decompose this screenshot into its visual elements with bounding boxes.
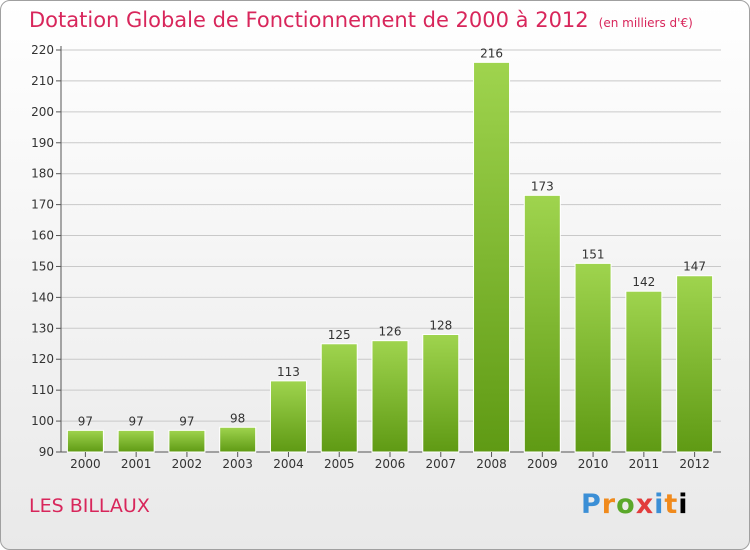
y-tick-label: 150 bbox=[31, 259, 54, 273]
logo-letter: i bbox=[654, 489, 665, 520]
logo-letter: i bbox=[678, 489, 689, 520]
x-tick-label: 2008 bbox=[476, 457, 507, 471]
chart-title: Dotation Globale de Fonctionnement de 20… bbox=[29, 8, 693, 32]
y-tick-label: 200 bbox=[31, 105, 54, 119]
x-tick-label: 2007 bbox=[425, 457, 456, 471]
y-tick-label: 140 bbox=[31, 290, 54, 304]
data-label: 147 bbox=[683, 260, 706, 274]
x-tick-label: 2006 bbox=[375, 457, 406, 471]
x-tick-label: 2010 bbox=[578, 457, 609, 471]
y-tick-label: 180 bbox=[31, 167, 54, 181]
data-label: 98 bbox=[230, 411, 245, 425]
bar bbox=[320, 343, 358, 453]
y-tick-label: 110 bbox=[31, 383, 54, 397]
logo-letter: x bbox=[635, 489, 655, 520]
bar bbox=[574, 262, 612, 453]
x-tick-label: 2001 bbox=[121, 457, 152, 471]
x-tick-label: 2011 bbox=[629, 457, 660, 471]
x-tick-label: 2005 bbox=[324, 457, 355, 471]
data-label: 142 bbox=[632, 275, 655, 289]
logo-letter: P bbox=[581, 489, 602, 520]
data-label: 126 bbox=[379, 325, 402, 339]
y-tick-label: 170 bbox=[31, 198, 54, 212]
logo-letter: t bbox=[664, 489, 679, 520]
bar bbox=[422, 333, 460, 453]
y-tick-label: 90 bbox=[39, 445, 54, 459]
x-tick-label: 2009 bbox=[527, 457, 558, 471]
data-label: 97 bbox=[179, 414, 194, 428]
commune-name: LES BILLAUX bbox=[29, 495, 150, 517]
bar bbox=[168, 429, 206, 453]
data-label: 97 bbox=[78, 414, 93, 428]
y-tick-label: 210 bbox=[31, 74, 54, 88]
data-label: 216 bbox=[480, 46, 503, 60]
bar bbox=[219, 426, 257, 453]
data-label: 97 bbox=[129, 414, 144, 428]
bar bbox=[473, 61, 511, 453]
data-label: 128 bbox=[429, 318, 452, 332]
data-label: 173 bbox=[531, 179, 554, 193]
chart-title-text: Dotation Globale de Fonctionnement de 20… bbox=[29, 8, 589, 32]
x-tick-label: 2012 bbox=[679, 457, 710, 471]
x-tick-label: 2004 bbox=[273, 457, 304, 471]
x-tick-label: 2000 bbox=[70, 457, 101, 471]
y-tick-label: 120 bbox=[31, 352, 54, 366]
bar bbox=[676, 275, 714, 453]
data-label: 113 bbox=[277, 365, 300, 379]
logo-letter: o bbox=[616, 489, 636, 520]
proxiti-logo: Proxiti bbox=[581, 489, 689, 520]
y-tick-label: 160 bbox=[31, 229, 54, 243]
y-tick-label: 190 bbox=[31, 136, 54, 150]
data-label: 125 bbox=[328, 328, 351, 342]
data-label: 151 bbox=[582, 247, 605, 261]
bar bbox=[66, 429, 104, 453]
bar bbox=[117, 429, 155, 453]
bar bbox=[523, 194, 561, 453]
y-tick-label: 130 bbox=[31, 321, 54, 335]
logo-letter: r bbox=[601, 489, 617, 520]
bar bbox=[269, 380, 307, 453]
y-tick-label: 100 bbox=[31, 414, 54, 428]
y-tick-label: 220 bbox=[31, 43, 54, 57]
bar bbox=[371, 340, 409, 453]
x-tick-label: 2002 bbox=[172, 457, 203, 471]
x-tick-label: 2003 bbox=[222, 457, 253, 471]
bar bbox=[625, 290, 663, 453]
chart-unit-label: (en milliers d'€) bbox=[598, 16, 693, 30]
